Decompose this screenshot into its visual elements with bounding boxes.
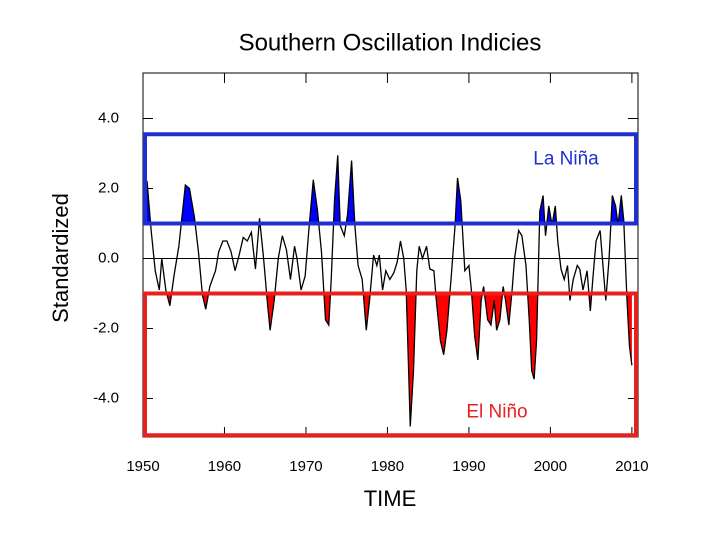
y-tick-label: 2.0 (98, 179, 119, 196)
x-tick-label: 1970 (289, 458, 322, 475)
x-tick-label: 1990 (452, 458, 485, 475)
x-tick-label: 2010 (615, 458, 648, 475)
x-axis-label: TIME (364, 486, 417, 511)
y-tick-label: -2.0 (93, 319, 119, 336)
annotation-box (143, 291, 638, 438)
y-tick-label: -4.0 (93, 389, 119, 406)
x-tick-label: 1950 (126, 458, 159, 475)
y-axis-label: Standardized (48, 193, 73, 323)
y-tick-label: 4.0 (98, 109, 119, 126)
x-tick-label: 2000 (534, 458, 567, 475)
plot-frame (142, 72, 639, 438)
line (143, 155, 633, 427)
area-fill (143, 293, 632, 427)
annotation-label: La Niña (533, 148, 599, 169)
annotation-label: El Niño (466, 401, 527, 422)
annotation-box (143, 132, 638, 226)
area-fill (143, 155, 632, 224)
chart-title: Southern Oscillation Indicies (239, 29, 542, 56)
y-tick-label: 0.0 (98, 249, 119, 266)
x-tick-label: 1980 (371, 458, 404, 475)
x-tick-label: 1960 (208, 458, 241, 475)
